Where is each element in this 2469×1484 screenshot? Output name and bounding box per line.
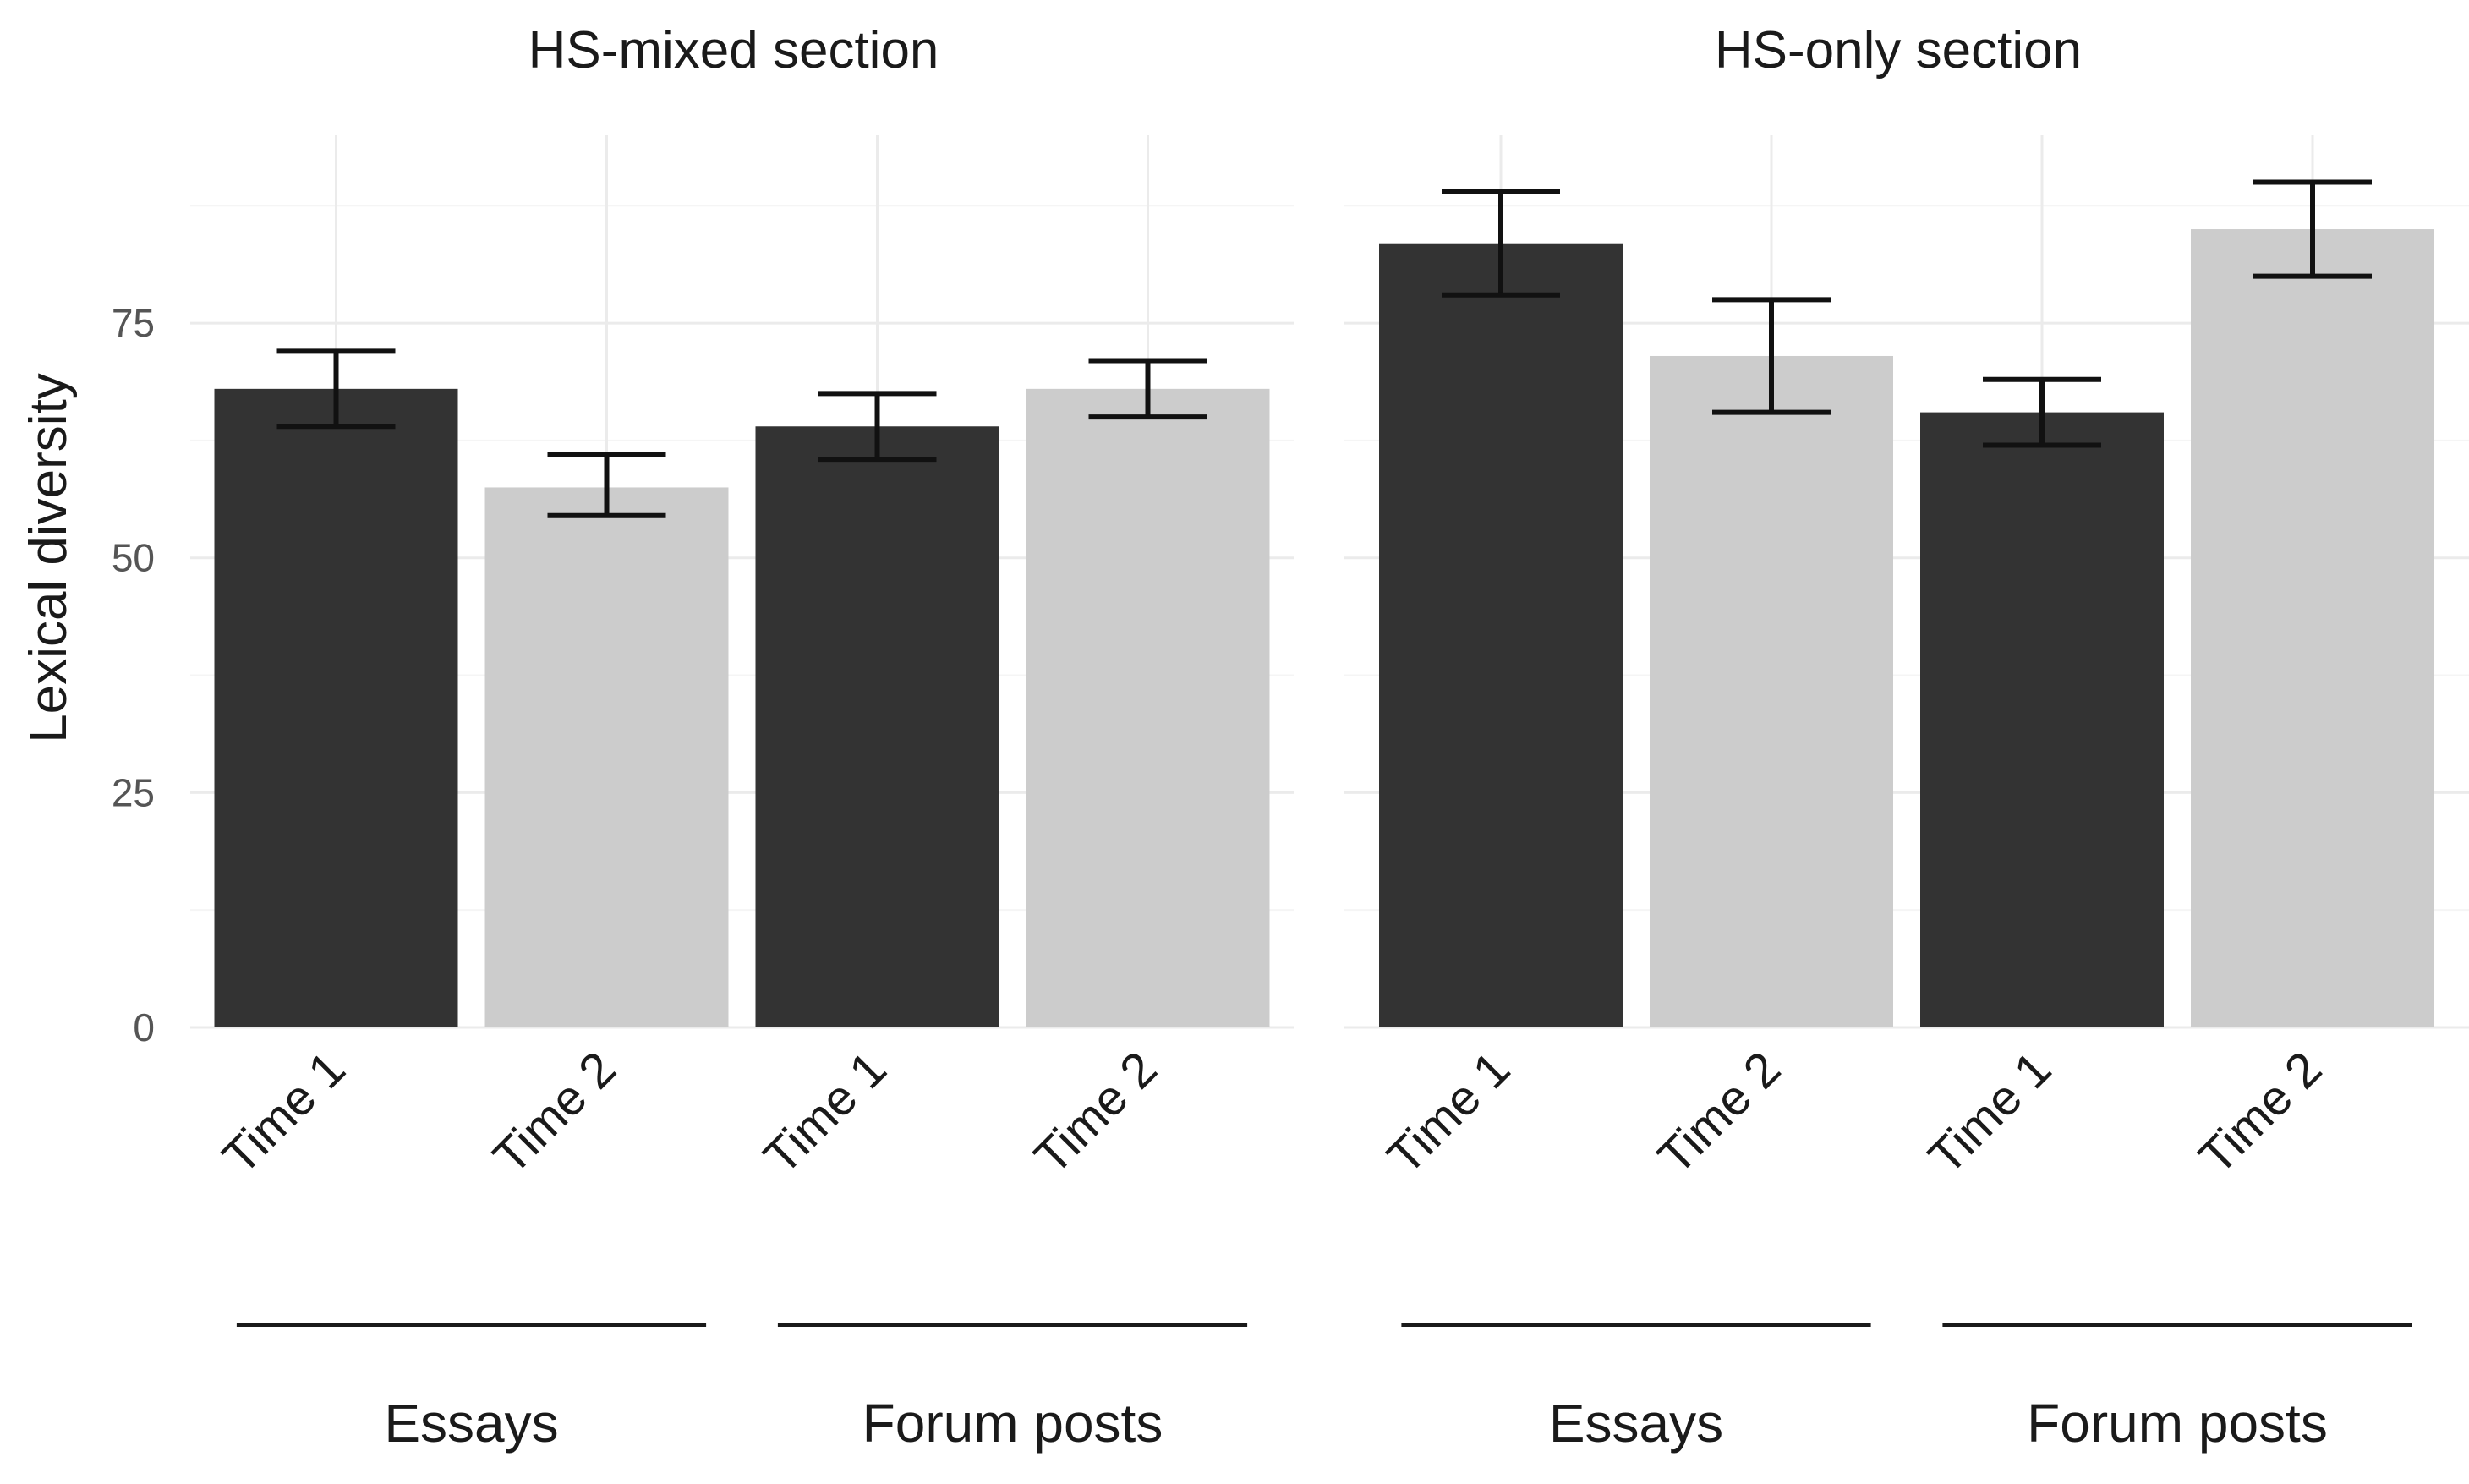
y-tick-label: 25 bbox=[112, 770, 155, 814]
group-label: Forum posts bbox=[862, 1393, 1163, 1454]
x-tick-label: Time 1 bbox=[212, 1041, 356, 1185]
bar bbox=[1026, 388, 1270, 1027]
group-label: Essays bbox=[1549, 1393, 1723, 1454]
x-tick-label: Time 2 bbox=[1647, 1041, 1791, 1185]
bar bbox=[1650, 355, 1893, 1027]
y-axis-label: Lexical diversity bbox=[19, 373, 78, 743]
bar bbox=[1379, 243, 1623, 1027]
bar bbox=[1920, 412, 2164, 1028]
bar bbox=[484, 487, 729, 1027]
group-label: Forum posts bbox=[2027, 1393, 2328, 1454]
bar bbox=[755, 426, 999, 1027]
x-tick-label: Time 2 bbox=[2188, 1041, 2332, 1185]
panel-title: HS-mixed section bbox=[528, 21, 939, 79]
y-tick-label: 50 bbox=[112, 536, 155, 580]
bar bbox=[2191, 229, 2434, 1028]
x-tick-label: Time 1 bbox=[1377, 1041, 1520, 1185]
panel-title: HS-only section bbox=[1715, 21, 2082, 79]
x-tick-label: Time 2 bbox=[1024, 1041, 1168, 1185]
y-tick-label: 75 bbox=[112, 301, 155, 345]
bar bbox=[214, 388, 458, 1027]
x-tick-label: Time 1 bbox=[753, 1041, 897, 1185]
group-label: Essays bbox=[384, 1393, 558, 1454]
y-tick-label: 0 bbox=[133, 1005, 155, 1049]
x-tick-label: Time 1 bbox=[1918, 1041, 2061, 1185]
x-tick-label: Time 2 bbox=[483, 1041, 627, 1185]
